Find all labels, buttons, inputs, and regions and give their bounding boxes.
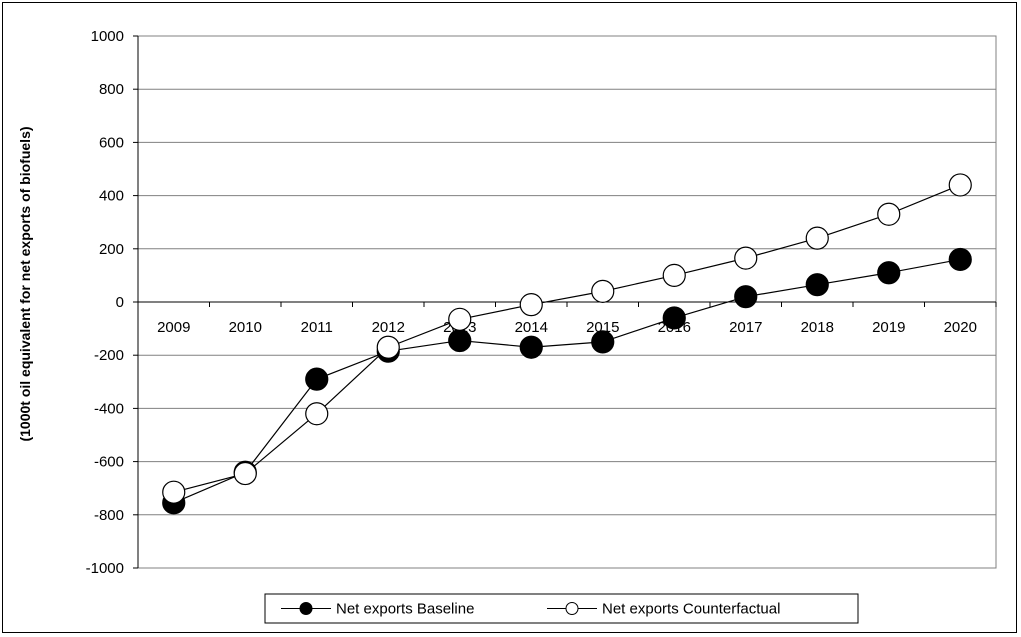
data-series [162,173,972,515]
x-tick-label: 2019 [872,319,905,336]
data-point-counterfactual [376,335,400,359]
data-point-counterfactual [662,263,686,287]
data-point-baseline [305,367,329,391]
y-axis-label: (1000t oil equivalent for net exports of… [17,126,33,441]
x-axis-ticks: 2009201020112012201320142015201620172018… [137,302,997,336]
legend-label-counterfactual: Net exports Counterfactual [602,601,780,618]
data-point-baseline [734,285,758,309]
data-point-baseline [948,247,972,272]
y-tick-label: 800 [99,81,124,98]
y-tick-label: -400 [94,400,124,417]
data-point-counterfactual [448,307,472,331]
x-tick-label: 2012 [372,319,405,336]
x-tick-label: 2015 [586,319,619,336]
legend-label-baseline: Net exports Baseline [336,601,474,618]
data-point-baseline [877,261,901,285]
y-tick-label: 600 [99,134,124,151]
data-point-baseline [448,328,472,353]
data-point-baseline [662,306,686,330]
data-point-counterfactual [948,173,972,197]
x-tick-label: 2009 [157,319,190,336]
y-tick-label: -1000 [86,560,124,577]
y-axis-ticks: 1000 800 600 400 200 0 -200 -400 -600 -800 -1000 [86,28,139,577]
x-tick-label: 2010 [229,319,262,336]
x-tick-label: 2017 [729,319,762,336]
y-tick-label: -800 [94,507,124,524]
y-tick-label: -600 [94,454,124,471]
x-tick-label: 2020 [944,319,977,336]
data-point-baseline [805,273,829,297]
series-line-counterfactual [173,184,961,493]
data-point-baseline [519,335,543,359]
x-tick-label: 2014 [515,319,548,336]
legend-marker-counterfactual [565,602,579,615]
legend-marker-baseline [299,602,313,615]
x-tick-label: 2018 [801,319,834,336]
x-tick-label: 2011 [301,319,333,336]
legend: Net exports Baseline Net exports Counter… [264,593,859,624]
data-point-counterfactual [233,461,257,486]
y-tick-label: 200 [99,241,124,258]
data-point-counterfactual [805,226,829,250]
data-point-counterfactual [519,293,543,317]
data-point-baseline [591,330,615,354]
y-tick-label: 400 [99,188,124,205]
y-tick-label: 1000 [91,28,124,45]
y-tick-label: 0 [116,294,124,311]
series-line-baseline [173,258,961,504]
data-point-counterfactual [591,279,615,303]
data-point-counterfactual [734,246,758,270]
data-point-counterfactual [305,402,329,426]
data-point-counterfactual [877,202,901,226]
data-point-counterfactual [162,480,186,504]
y-tick-label: -200 [94,347,124,364]
